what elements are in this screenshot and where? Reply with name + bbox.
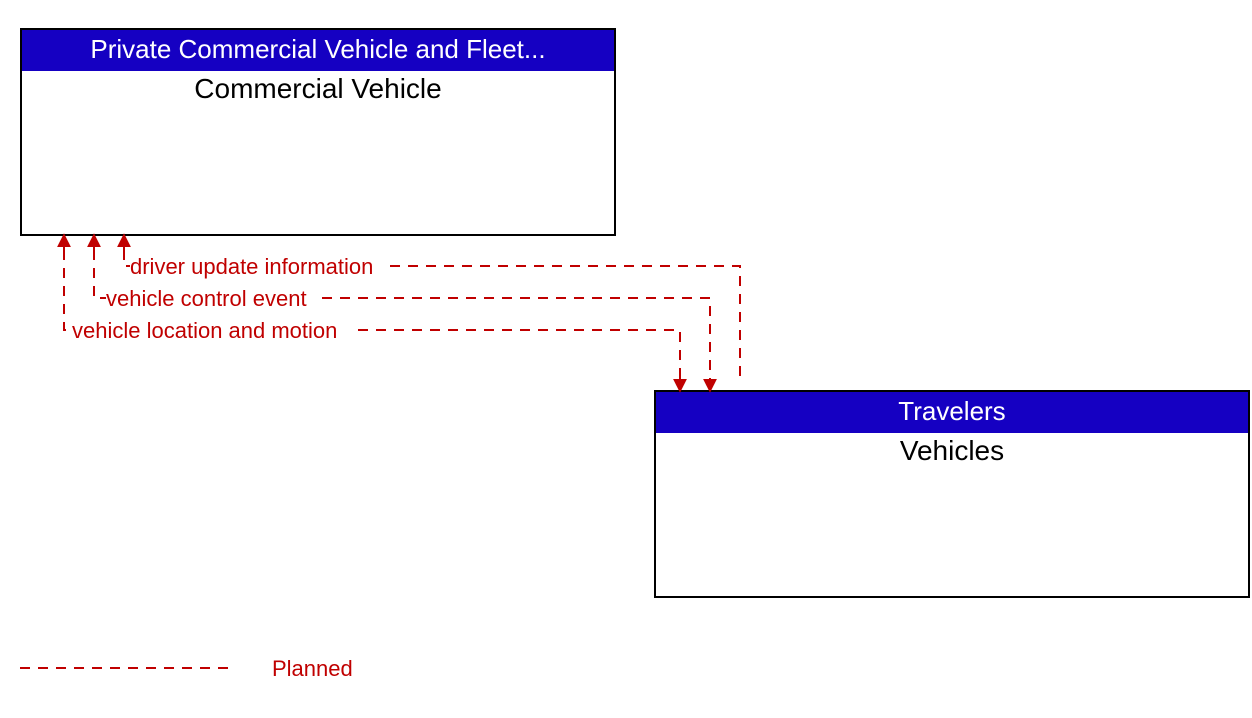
node-commercial-vehicle: Private Commercial Vehicle and Fleet... …: [20, 28, 616, 236]
node-vehicles: Travelers Vehicles: [654, 390, 1250, 598]
flow-label-vehicle-control: vehicle control event: [106, 286, 307, 312]
node-header: Private Commercial Vehicle and Fleet...: [22, 30, 614, 71]
flow-label-vehicle-location: vehicle location and motion: [72, 318, 337, 344]
flow-label-driver-update: driver update information: [130, 254, 373, 280]
legend-label: Planned: [272, 656, 353, 682]
node-body: Vehicles: [656, 433, 1248, 467]
node-body: Commercial Vehicle: [22, 71, 614, 105]
node-header: Travelers: [656, 392, 1248, 433]
